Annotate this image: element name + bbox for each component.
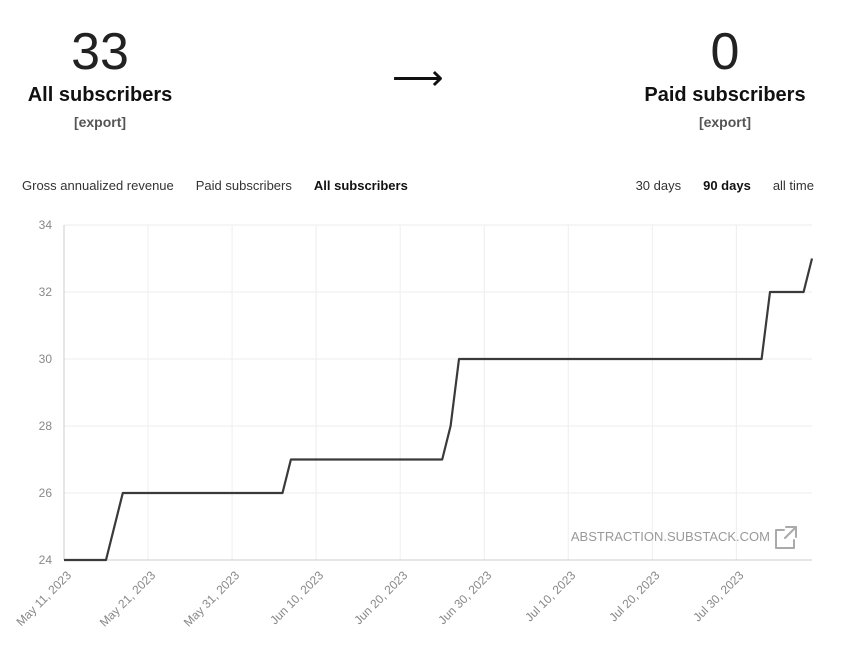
y-tick-label: 34	[39, 218, 53, 232]
y-tick-label: 30	[39, 352, 53, 366]
paid-subscribers-count: 0	[710, 23, 740, 81]
x-tick-label: Jul 20, 2023	[606, 568, 662, 624]
chart-grid	[63, 224, 812, 561]
tab-all-subscribers[interactable]: All subscribers	[313, 178, 408, 193]
x-tick-label: Jul 30, 2023	[690, 568, 746, 624]
all-subscribers-label: All subscribers	[27, 84, 173, 106]
y-tick-label: 32	[39, 285, 53, 299]
y-tick-label: 26	[39, 486, 53, 500]
y-tick-label: 28	[39, 419, 53, 433]
metric-tabs: Gross annualized revenue Paid subscriber…	[22, 178, 430, 193]
x-tick-label: Jun 20, 2023	[351, 568, 410, 627]
y-tick-label: 24	[39, 553, 53, 567]
x-tick-label: Jun 30, 2023	[435, 568, 494, 627]
paid-subscribers-label: Paid subscribers	[644, 84, 806, 106]
tab-90-days[interactable]: 90 days	[703, 178, 751, 193]
all-subscribers-stat: 33 All subscribers [export]	[20, 24, 180, 132]
x-tick-label: May 11, 2023	[13, 568, 74, 629]
x-tick-label: Jun 10, 2023	[267, 568, 326, 627]
export-all-subscribers-link[interactable]: [export]	[73, 114, 127, 130]
paid-subscribers-stat: 0 Paid subscribers [export]	[640, 24, 810, 132]
external-link-icon[interactable]	[775, 526, 797, 549]
tab-all-time[interactable]: all time	[772, 178, 814, 193]
x-axis-ticks: May 11, 2023 May 21, 2023 May 31, 2023 Jun …	[13, 568, 746, 630]
watermark[interactable]: ABSTRACTION.SUBSTACK.COM	[571, 526, 797, 549]
x-tick-label: May 21, 2023	[97, 568, 159, 630]
arrow-right-icon: ⟶	[392, 57, 444, 98]
export-paid-subscribers-link[interactable]: [export]	[698, 114, 752, 130]
x-tick-label: May 31, 2023	[181, 568, 243, 630]
tab-paid-subscribers[interactable]: Paid subscribers	[195, 178, 292, 193]
all-subscribers-count: 33	[71, 23, 129, 81]
tab-30-days[interactable]: 30 days	[635, 178, 682, 193]
watermark-text: ABSTRACTION.SUBSTACK.COM	[571, 529, 770, 544]
tab-gross-annualized-revenue[interactable]: Gross annualized revenue	[22, 178, 174, 193]
range-tabs: 30 days 90 days all time	[614, 178, 814, 193]
y-axis-ticks: 24 26 28 30 32 34	[39, 218, 53, 567]
series-line	[64, 258, 814, 562]
x-tick-label: Jul 10, 2023	[522, 568, 578, 624]
